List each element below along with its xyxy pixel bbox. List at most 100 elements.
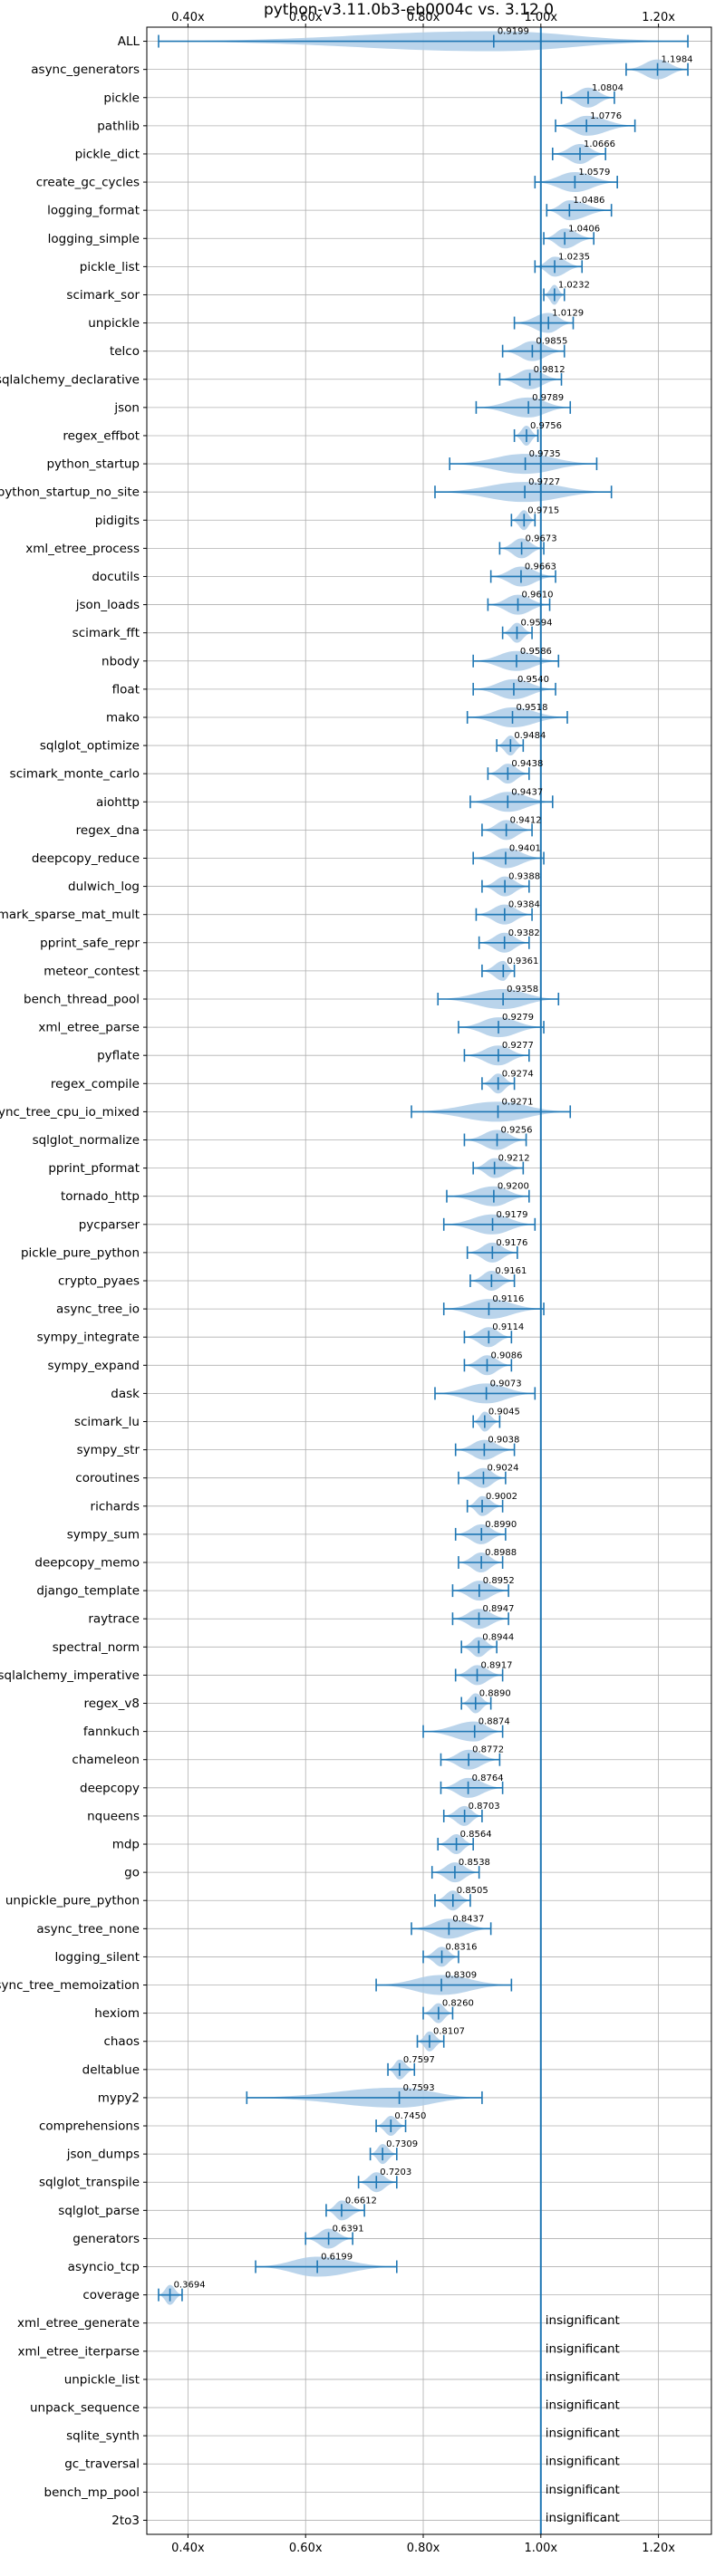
value-label: 0.8703: [469, 1802, 500, 1812]
value-label: 0.9610: [521, 591, 553, 601]
category-label: sqlglot_normalize: [33, 1133, 140, 1148]
category-label: mako: [106, 710, 140, 725]
value-label: 0.9277: [502, 1041, 534, 1051]
category-label: crypto_pyaes: [58, 1274, 140, 1289]
value-label: 1.0579: [578, 168, 610, 178]
value-label: 0.9715: [527, 505, 559, 515]
category-label: pycparser: [79, 1217, 140, 1232]
x-tick-label-bottom: 0.60x: [289, 2542, 323, 2555]
value-label: 0.9279: [502, 1013, 534, 1023]
category-label: python_startup_no_site: [0, 485, 140, 500]
x-tick-label-top: 0.60x: [289, 11, 323, 24]
category-label: aiohttp: [96, 795, 140, 810]
category-label: regex_v8: [83, 1697, 140, 1711]
category-label: sqlglot_optimize: [40, 739, 140, 754]
grid-layer: [143, 24, 711, 2538]
category-label: unpickle_pure_python: [5, 1894, 140, 1908]
whisker-layer: [158, 27, 689, 2534]
value-label: 0.9727: [528, 477, 560, 487]
x-tick-label-top: 1.00x: [524, 11, 557, 24]
value-label: 0.7450: [394, 2111, 426, 2121]
category-label: mypy2: [98, 2091, 140, 2105]
category-label: meteor_contest: [44, 964, 140, 978]
category-label: python_startup: [46, 457, 140, 472]
value-label: 1.1984: [662, 55, 693, 65]
value-label: 0.9855: [536, 337, 567, 347]
insignificant-label: insignificant: [546, 2398, 620, 2413]
category-label: deepcopy: [80, 1781, 140, 1795]
value-label: 0.9114: [492, 1322, 524, 1332]
category-label: pickle_pure_python: [21, 1245, 140, 1260]
category-label: json_dumps: [66, 2148, 140, 2162]
value-label: 0.9200: [498, 1182, 529, 1192]
value-label: 0.9438: [511, 759, 543, 769]
value-label: 1.0804: [592, 83, 624, 93]
value-label: 0.6612: [345, 2196, 377, 2206]
category-label: ALL: [118, 34, 140, 49]
value-label: 0.9024: [487, 1464, 518, 1474]
value-label: 0.9361: [507, 956, 538, 966]
value-label: 0.9073: [490, 1379, 522, 1389]
category-label: async_tree_cpu_io_mixed: [0, 1105, 140, 1120]
category-label: scimark_monte_carlo: [10, 767, 140, 782]
value-label: 0.9673: [526, 533, 557, 543]
category-label: unpickle: [88, 316, 140, 331]
value-label: 0.9038: [488, 1436, 519, 1446]
category-label: regex_compile: [51, 1077, 140, 1091]
value-label: 0.9358: [507, 985, 538, 995]
value-label: 1.0666: [584, 139, 615, 149]
category-label: logging_format: [47, 204, 140, 218]
category-label: dulwich_log: [68, 879, 140, 894]
category-label: xml_etree_parse: [38, 1021, 140, 1035]
category-label: 2to3: [111, 2514, 140, 2528]
value-label: 0.9176: [496, 1238, 527, 1248]
value-label: 0.7309: [386, 2139, 418, 2149]
value-label: 0.9212: [498, 1154, 530, 1164]
value-label: 0.9540: [517, 675, 549, 685]
category-label: scimark_fft: [72, 626, 140, 640]
value-label: 1.0776: [590, 111, 622, 121]
category-label: sqlalchemy_imperative: [0, 1668, 140, 1683]
category-label: deepcopy_reduce: [32, 851, 140, 866]
value-label: 0.8890: [479, 1689, 511, 1699]
category-label: pickle_list: [80, 260, 140, 274]
category-label: pprint_safe_repr: [40, 936, 140, 950]
value-label: 0.8952: [483, 1576, 515, 1586]
category-label: unpack_sequence: [30, 2401, 140, 2416]
category-label: tornado_http: [61, 1189, 140, 1204]
category-label: sqlalchemy_declarative: [0, 372, 140, 387]
category-label: sympy_str: [77, 1443, 140, 1457]
plot-frame: [146, 26, 712, 2535]
value-label: 0.9484: [514, 731, 546, 741]
x-tick-label-bottom: 1.00x: [524, 2542, 557, 2555]
category-label: pickle_dict: [75, 147, 140, 161]
value-label: 0.8107: [433, 2027, 465, 2037]
value-label: 0.7597: [403, 2055, 435, 2065]
value-label: 0.8772: [472, 1745, 504, 1755]
insignificant-label: insignificant: [546, 2341, 620, 2356]
value-label: 0.7593: [403, 2083, 435, 2093]
value-label: 1.0406: [568, 224, 600, 234]
value-label: 0.8764: [472, 1773, 504, 1783]
category-label: django_template: [36, 1584, 140, 1599]
category-label: async_tree_memoization: [0, 1978, 140, 1993]
category-label: mdp: [112, 1838, 140, 1852]
value-label: 0.9274: [502, 1069, 534, 1079]
category-label: async_tree_none: [36, 1922, 140, 1937]
value-label: 0.9756: [530, 421, 562, 431]
value-label: 1.0129: [552, 309, 584, 319]
category-label: scimark_sparse_mat_mult: [0, 908, 140, 922]
category-label: bench_thread_pool: [24, 992, 140, 1006]
value-label: 1.0486: [573, 196, 604, 206]
value-label: 0.9518: [517, 703, 548, 713]
chart-title: python-v3.11.0b3-eb0004c vs. 3.12.0: [264, 1, 554, 19]
category-label: nbody: [102, 654, 140, 668]
value-label: 0.9663: [525, 562, 556, 572]
category-label: chameleon: [72, 1753, 140, 1767]
category-label: fannkuch: [83, 1725, 140, 1739]
category-label: richards: [91, 1499, 140, 1514]
category-label: xml_etree_iterparse: [18, 2344, 140, 2359]
category-label: deltablue: [82, 2062, 140, 2077]
